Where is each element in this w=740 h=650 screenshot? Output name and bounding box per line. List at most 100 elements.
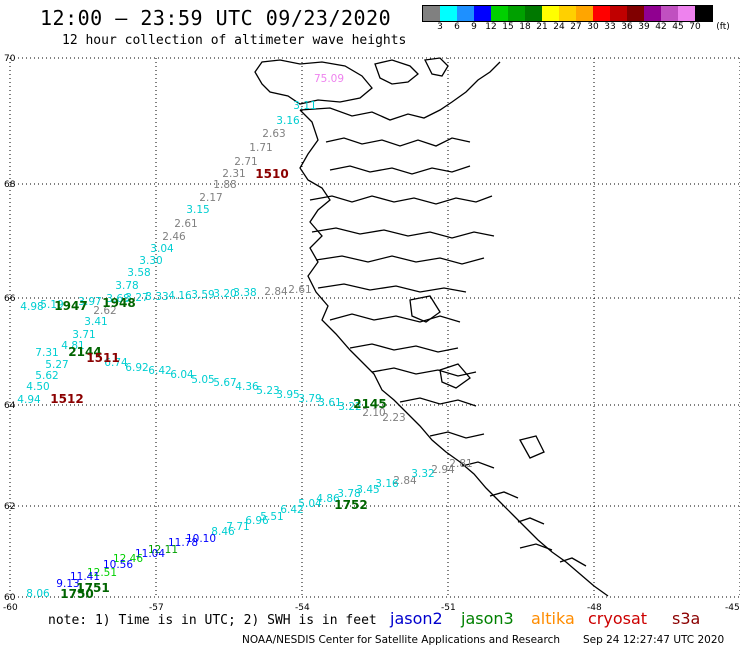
- wave-height-label: 5.62: [35, 370, 58, 382]
- colorbar-swatch: [559, 6, 576, 21]
- wave-height-label: 1.71: [249, 142, 272, 154]
- graticule: [9, 57, 740, 598]
- wave-height-label: 2.63: [262, 128, 285, 140]
- coastline-segment: [424, 57, 449, 77]
- wave-height-label: 3.78: [337, 488, 360, 500]
- colorbar-swatch: [695, 6, 712, 21]
- wave-height-label: 3.22: [338, 401, 361, 413]
- wave-height-label: 3.11: [293, 100, 316, 112]
- colorbar-label: 6: [454, 22, 460, 32]
- longitude-label: -48: [587, 603, 602, 613]
- coastline-segment: [329, 165, 471, 175]
- coastline-segment: [299, 61, 501, 121]
- pass-time-label: 1947: [54, 299, 87, 313]
- wave-height-label: 6.42: [280, 504, 303, 516]
- axis-labels: 70 68 66 64 62 60-60 -57 -54 -51 -48 -45: [3, 54, 740, 613]
- longitude-label: -51: [441, 603, 456, 613]
- colorbar-label: 24: [553, 22, 565, 32]
- coastline-segment: [371, 367, 477, 377]
- wave-height-label: 3.38: [233, 287, 256, 299]
- coastline-segment: [489, 491, 519, 499]
- latitude-label: 64: [4, 401, 16, 411]
- wave-height-label: 3.33: [145, 291, 168, 303]
- coastline-segment: [329, 313, 461, 323]
- coastline-segment: [429, 431, 485, 439]
- altimeter-tracks: 75.093.113.162.631.712.712.311.882.173.1…: [17, 73, 472, 600]
- pass-time-label: 1512: [50, 392, 83, 406]
- wave-height-label: 7.71: [226, 521, 249, 533]
- wave-height-label: 5.19: [40, 299, 63, 311]
- colorbar-label: 9: [471, 22, 477, 32]
- legend-altika: altika: [531, 609, 575, 628]
- wave-height-label: 6.74: [104, 357, 128, 369]
- wave-height-label: 12.46: [113, 553, 143, 565]
- wave-height-label: 3.30: [139, 255, 162, 267]
- colorbar-swatch: [576, 6, 593, 21]
- wave-height-label: 5.51: [260, 511, 283, 523]
- wave-height-label: 2.61: [174, 218, 197, 230]
- wave-height-label: 3.68: [106, 293, 129, 305]
- colorbar-label: 27: [570, 22, 582, 32]
- colorbar-swatch: [525, 6, 542, 21]
- pass-time-label: 1751: [76, 581, 109, 595]
- wave-height-label: 11.78: [168, 537, 198, 549]
- wave-height-label: 3.04: [150, 243, 174, 255]
- wave-height-label: 7.31: [35, 347, 58, 359]
- wave-height-label: 11.41: [70, 571, 100, 583]
- wave-height-label: 11.04: [135, 548, 165, 560]
- wave-height-label: 3.59: [191, 289, 214, 301]
- pass-time-label: 2145: [353, 397, 386, 411]
- greenland-coastline: [254, 57, 609, 597]
- pass-time-label: 1511: [86, 351, 119, 365]
- wave-height-label: 12.51: [87, 567, 117, 579]
- wave-height-label: 2.84: [264, 286, 288, 298]
- wave-height-label: 2.10: [362, 407, 385, 419]
- footer-timestamp: Sep 24 12:27:47 UTC 2020: [583, 634, 725, 646]
- colorbar-swatch: [508, 6, 525, 21]
- wave-height-label: 2.46: [162, 231, 186, 243]
- wave-height-label: 3.27: [125, 292, 148, 304]
- longitude-label: -57: [149, 603, 164, 613]
- colorbar-swatch: [457, 6, 474, 21]
- colorbar-label: 15: [502, 22, 514, 32]
- wave-height-label: 3.78: [115, 280, 138, 292]
- coastline-segment: [349, 343, 459, 353]
- colorbar: [422, 5, 713, 22]
- colorbar-label: 36: [621, 22, 633, 32]
- wave-height-label: 6.04: [170, 369, 194, 381]
- latitude-label: 60: [4, 593, 16, 603]
- wave-height-label: 3.15: [186, 204, 209, 216]
- colorbar-label: 42: [655, 22, 667, 32]
- wave-height-label: 4.36: [235, 381, 259, 393]
- wave-height-label: 2.17: [199, 192, 222, 204]
- wave-height-label: 5.67: [213, 377, 236, 389]
- coastline-segment: [311, 227, 495, 239]
- coastline-segment: [315, 255, 485, 265]
- wave-height-label: 3.58: [127, 267, 150, 279]
- longitude-label: -54: [295, 603, 310, 613]
- colorbar-swatch: [474, 6, 491, 21]
- pass-time-label: 1752: [334, 498, 367, 512]
- coastline-segment: [439, 363, 471, 389]
- coastline-segment: [409, 295, 441, 323]
- wave-height-label: 3.79: [298, 393, 321, 405]
- latitude-label: 68: [4, 180, 16, 190]
- wave-height-label: 3.95: [276, 389, 299, 401]
- legend-jason3: jason3: [461, 609, 514, 628]
- colorbar-label: 70: [689, 22, 701, 32]
- wave-height-label: 3.20: [213, 288, 236, 300]
- wave-height-label: 5.04: [298, 498, 322, 510]
- colorbar-label: 18: [519, 22, 531, 32]
- wave-height-label: 4.16: [168, 290, 192, 302]
- wave-height-label: 10.10: [186, 533, 216, 545]
- wave-height-label: 75.09: [314, 73, 344, 85]
- colorbar-label: 39: [638, 22, 650, 32]
- latitude-label: 70: [4, 54, 16, 64]
- wave-height-label: 5.27: [45, 359, 68, 371]
- wave-height-label: 4.81: [61, 340, 84, 352]
- colorbar-unit: (ft): [716, 22, 730, 32]
- wave-height-label: 3.71: [72, 329, 95, 341]
- coastline-segment: [299, 109, 609, 597]
- colorbar-label: 33: [604, 22, 616, 32]
- legend-s3a: s3a: [672, 609, 701, 628]
